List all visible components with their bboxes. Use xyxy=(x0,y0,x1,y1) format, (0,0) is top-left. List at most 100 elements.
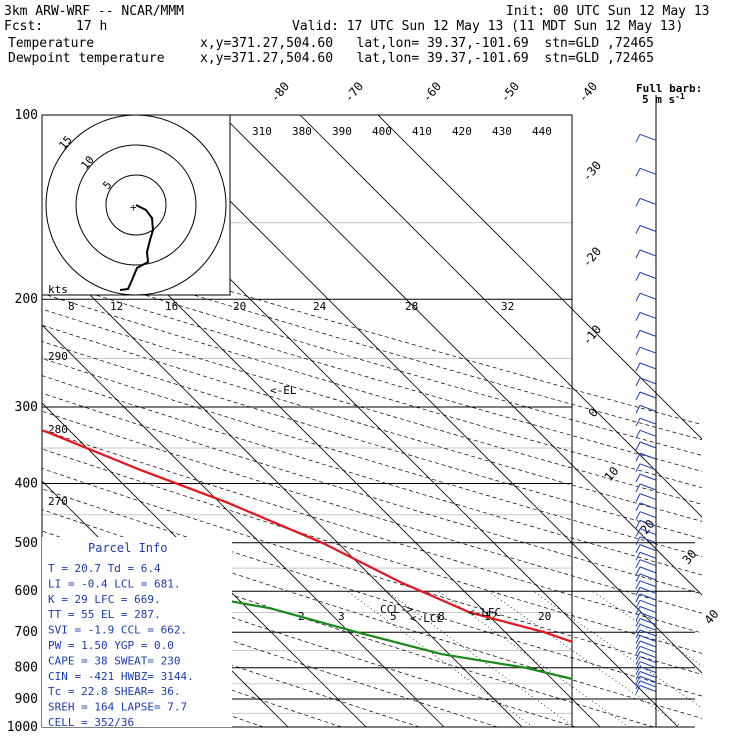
dewpoint-legend: Dewpoint temperature xyxy=(8,51,165,66)
wind-barb-flag xyxy=(635,292,641,302)
wind-barb-flag xyxy=(635,618,641,627)
wind-barb xyxy=(639,528,657,536)
top-isotherm-labels: -80 -70 -60 -50 -40 xyxy=(268,79,601,105)
wind-barb xyxy=(639,651,657,659)
wind-barb-flag xyxy=(635,430,641,439)
pressure-label: 200 xyxy=(15,292,38,307)
parcel-info-title: Parcel Info xyxy=(88,541,167,555)
theta-label: 310 xyxy=(252,125,272,138)
wind-barb-flag xyxy=(635,552,641,561)
dry-adiabat-line xyxy=(42,468,702,675)
wind-barb-flag xyxy=(635,593,641,603)
wind-barb-flag xyxy=(635,405,641,414)
wind-barb xyxy=(639,346,657,354)
dewpoint-profile xyxy=(42,560,572,680)
dewpoint-station-info: x,y=371.27,504.60 lat,lon= 39.37,-101.69… xyxy=(200,51,654,66)
wind-barb xyxy=(639,391,657,399)
wind-barb xyxy=(639,551,657,559)
wind-barb xyxy=(639,629,657,637)
isotherm-label: 0 xyxy=(586,405,601,420)
theta-labels: 310 380 390 400 410 420 430 440 xyxy=(252,125,552,138)
wind-barb-flag xyxy=(635,600,641,609)
temperature-station-info: x,y=371.27,504.60 lat,lon= 39.37,-101.69… xyxy=(200,36,654,51)
wind-barb-flag xyxy=(635,635,641,644)
isotherm-label: -30 xyxy=(580,158,605,184)
dry-adiabat-line xyxy=(42,410,702,614)
isotherm-line xyxy=(42,402,367,727)
pressure-axis: 100 200 300 400 500 600 700 800 900 1000 xyxy=(7,108,38,735)
wind-barb-flag xyxy=(635,661,641,670)
wind-barb-flag xyxy=(635,483,641,493)
wind-barb xyxy=(639,612,657,620)
wind-barb-column: Full barb: 5 m s-1 xyxy=(635,82,702,727)
dry-adiabat-line xyxy=(42,233,702,425)
speed-label: 24 xyxy=(313,300,327,313)
wind-barb xyxy=(639,573,657,581)
hodograph-ring-5 xyxy=(105,174,167,236)
isotherm-label: 40 xyxy=(702,607,722,627)
wind-barb xyxy=(639,463,657,471)
parcel-info-panel: Parcel Info T = 20.7 Td = 6.4 LI = -0.4 L… xyxy=(42,537,232,729)
wind-barb-flag xyxy=(635,646,641,655)
parcel-info-row: T = 20.7 Td = 6.4 xyxy=(48,562,161,575)
dry-adiabat-line xyxy=(42,488,702,697)
level-markers: <-EL CCL-> <-LCL <-LFC xyxy=(270,384,501,625)
wind-barb xyxy=(639,635,657,642)
speed-label: 20 xyxy=(233,300,246,313)
isotherm-label: -80 xyxy=(268,79,293,105)
wind-barb-flag xyxy=(635,134,641,143)
wind-barb xyxy=(639,671,657,678)
wind-barb xyxy=(639,544,657,552)
model-title: 3km ARW-WRF -- NCAR/MMM xyxy=(4,4,184,19)
wind-barb xyxy=(639,593,657,601)
speed-label: 8 xyxy=(68,300,75,313)
wind-barb xyxy=(639,473,657,481)
wind-barb xyxy=(639,377,657,385)
pressure-label: 800 xyxy=(15,661,38,676)
dry-adiabat-label: 280 xyxy=(48,423,68,436)
wind-barb-flag xyxy=(635,573,641,583)
wind-barb xyxy=(639,167,657,175)
wind-barb-flag xyxy=(635,566,641,576)
valid-time: Valid: 17 UTC Sun 12 May 13 (11 MDT Sun … xyxy=(292,19,683,34)
isotherm-label: -70 xyxy=(342,79,367,105)
pressure-label: 300 xyxy=(15,400,38,415)
wind-barb xyxy=(639,417,657,425)
mixing-ratio-label: 8 xyxy=(438,610,445,623)
wind-barb-flag xyxy=(635,587,641,596)
wind-barb-flag xyxy=(635,346,641,356)
wind-barb xyxy=(639,429,657,437)
wind-barb xyxy=(639,606,657,613)
plot-frame xyxy=(41,114,573,728)
init-time: Init: 00 UTC Sun 12 May 13 xyxy=(506,4,710,19)
parcel-info-row: SREH = 164 LAPSE= 7.7 xyxy=(48,701,187,714)
wind-barb-flag xyxy=(635,536,641,546)
wind-barb xyxy=(639,586,657,594)
wind-barb-flag xyxy=(635,685,641,694)
isotherm-label: -60 xyxy=(420,79,445,105)
parcel-info-row: SVI = -1.9 CCL = 662. xyxy=(48,624,187,637)
ccl-marker: CCL-> xyxy=(380,603,413,616)
wind-barb-flag xyxy=(635,249,641,259)
speed-label: 32 xyxy=(501,300,514,313)
isotherm-label: -20 xyxy=(580,244,605,270)
wind-barb-flag xyxy=(635,666,641,675)
mixing-ratio-label: 3 xyxy=(338,610,345,623)
wind-barb-flag xyxy=(635,528,641,537)
mixing-ratio-label: 20 xyxy=(538,610,551,623)
wind-barb xyxy=(639,685,657,692)
dry-adiabat-line xyxy=(42,575,498,727)
wind-barb-flag xyxy=(635,362,641,372)
wind-barb-flag xyxy=(635,651,641,660)
wind-barb-flag xyxy=(635,675,641,685)
hodograph: 15 10 5 + xyxy=(41,114,231,296)
wind-barb-flag xyxy=(635,473,641,483)
wind-barb xyxy=(639,511,657,519)
hodograph-ring-15 xyxy=(45,114,227,296)
wind-barb xyxy=(639,645,657,653)
header: 3km ARW-WRF -- NCAR/MMM Init: 00 UTC Sun… xyxy=(4,4,710,66)
isotherm-line xyxy=(143,115,702,674)
wind-barb-flag xyxy=(635,580,641,590)
wind-barb xyxy=(639,197,657,205)
wind-barb xyxy=(639,292,657,300)
